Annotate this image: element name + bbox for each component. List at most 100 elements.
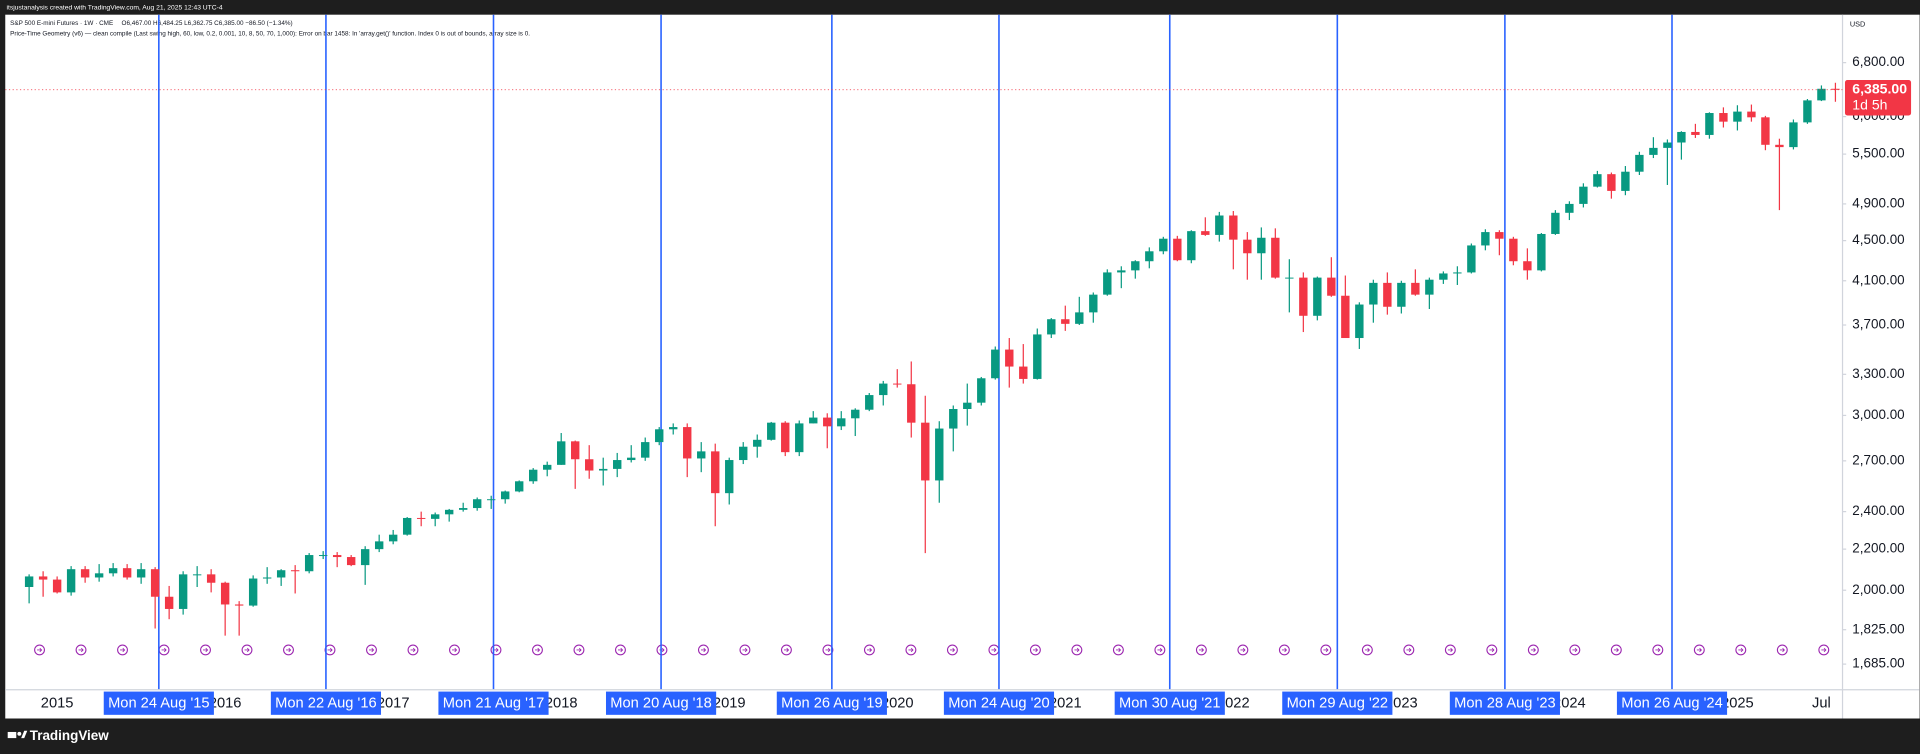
event-icon-arrow <box>1115 647 1122 653</box>
candle-body <box>1635 154 1644 172</box>
event-icon-arrow <box>1281 647 1288 653</box>
date-label-box <box>1282 691 1393 715</box>
candle-body <box>543 464 552 470</box>
candle-body <box>1663 142 1672 148</box>
candle-body <box>655 429 664 443</box>
event-icon-arrow <box>991 647 997 653</box>
candle-body <box>38 576 48 580</box>
candle-body <box>1817 88 1826 101</box>
candle-body <box>1733 111 1742 122</box>
candle-body <box>851 409 860 419</box>
event-icon-arrow <box>1572 647 1578 653</box>
event-icon-arrow <box>203 647 209 653</box>
candle-body <box>1621 171 1630 191</box>
candle-body <box>1047 319 1056 335</box>
x-tick-label: 2020 <box>881 696 914 712</box>
candle-body <box>136 569 146 578</box>
event-icon-arrow <box>700 647 707 653</box>
event-icon-arrow <box>1779 647 1785 653</box>
indicator-status: Price-Time Geometry (v6) — clean compile… <box>10 30 530 37</box>
candle-body <box>907 384 916 423</box>
candle-body <box>935 428 944 481</box>
candle-body <box>318 555 328 557</box>
candle-body <box>234 604 244 606</box>
x-tick-label: 2019 <box>713 696 746 712</box>
candle-body <box>80 569 90 578</box>
candle-body <box>388 534 398 542</box>
candle-body <box>206 574 216 583</box>
candle-body <box>1551 212 1560 234</box>
candle-body <box>178 574 188 609</box>
x-tick-label: 2017 <box>377 696 410 712</box>
candle-body <box>108 568 118 574</box>
event-icon-arrow <box>576 647 582 653</box>
event-icon-arrow <box>1738 647 1744 653</box>
candle-body <box>963 402 972 410</box>
event-icon-arrow <box>1364 647 1371 653</box>
candle-body <box>1341 295 1350 339</box>
candle-body <box>1411 282 1420 295</box>
last-price-box <box>1844 79 1912 116</box>
candle-body <box>501 491 510 500</box>
currency: USD <box>1850 19 1865 28</box>
candle-body <box>1677 131 1686 143</box>
ohlc: O6,467.00 H6,484.25 L6,362.75 C6,385.00 … <box>122 20 293 27</box>
candle-body <box>837 418 846 427</box>
candle-body <box>753 439 762 447</box>
candle-body <box>1509 238 1518 262</box>
event-icon-arrow <box>369 647 375 653</box>
x-tick-label: 2021 <box>1049 696 1082 712</box>
candle-body <box>725 460 734 494</box>
candle-body <box>585 459 594 471</box>
y-tick-label: 4,500.00 <box>1852 232 1904 247</box>
candle-body <box>669 427 678 430</box>
candle-body <box>164 596 174 609</box>
candle-body <box>1691 131 1700 135</box>
event-icon-arrow <box>452 647 458 653</box>
event-icon-arrow <box>1696 647 1702 653</box>
event-icon-arrow <box>120 647 126 653</box>
candle-body <box>1537 233 1546 271</box>
event-icon-arrow <box>1323 647 1329 653</box>
candle-body <box>220 582 230 605</box>
candle-body <box>1747 111 1756 118</box>
candle-body <box>1033 334 1042 379</box>
x-tick-label: 2018 <box>545 696 578 712</box>
date-label: Mon 26 Aug '19 <box>781 696 883 712</box>
y-tick-label: 4,900.00 <box>1852 195 1904 210</box>
candle-body <box>248 578 258 606</box>
event-icon-arrow <box>78 647 84 653</box>
candle-body <box>472 499 482 509</box>
candle-body <box>1215 215 1224 235</box>
candle-body <box>444 509 454 515</box>
candle-body <box>809 417 818 424</box>
candle-body <box>1061 319 1070 324</box>
date-label: Mon 20 Aug '18 <box>610 696 712 712</box>
candle-body <box>1369 282 1378 305</box>
y-tick-label: 5,500.00 <box>1852 146 1904 161</box>
y-tick-label: 3,700.00 <box>1852 317 1904 332</box>
event-icon-arrow <box>410 647 416 653</box>
candle-body <box>416 517 426 519</box>
event-icon-arrow <box>327 647 333 653</box>
countdown: 1d 5h <box>1852 96 1887 112</box>
y-tick-label: 1,825.00 <box>1852 621 1904 636</box>
date-label: Mon 28 Aug '23 <box>1454 696 1556 712</box>
date-label-box <box>270 691 382 715</box>
x-tick-label: 2024 <box>1553 696 1586 712</box>
event-icon-arrow <box>1530 647 1537 653</box>
event-icon-arrow <box>825 647 831 653</box>
event-icon-arrow <box>1157 647 1163 653</box>
event-icon-arrow <box>1613 647 1620 653</box>
candle-body <box>1481 232 1490 246</box>
date-label-box <box>776 691 887 715</box>
candle-body <box>557 441 566 465</box>
x-tick-label: 2022 <box>1217 696 1250 712</box>
candle-body <box>641 442 650 458</box>
y-tick-label: 3,300.00 <box>1852 366 1904 381</box>
date-label: Mon 24 Aug '15 <box>108 696 210 712</box>
candle-body <box>1005 349 1014 367</box>
y-tick-label: 2,000.00 <box>1852 582 1904 597</box>
candle-body <box>1383 282 1392 307</box>
